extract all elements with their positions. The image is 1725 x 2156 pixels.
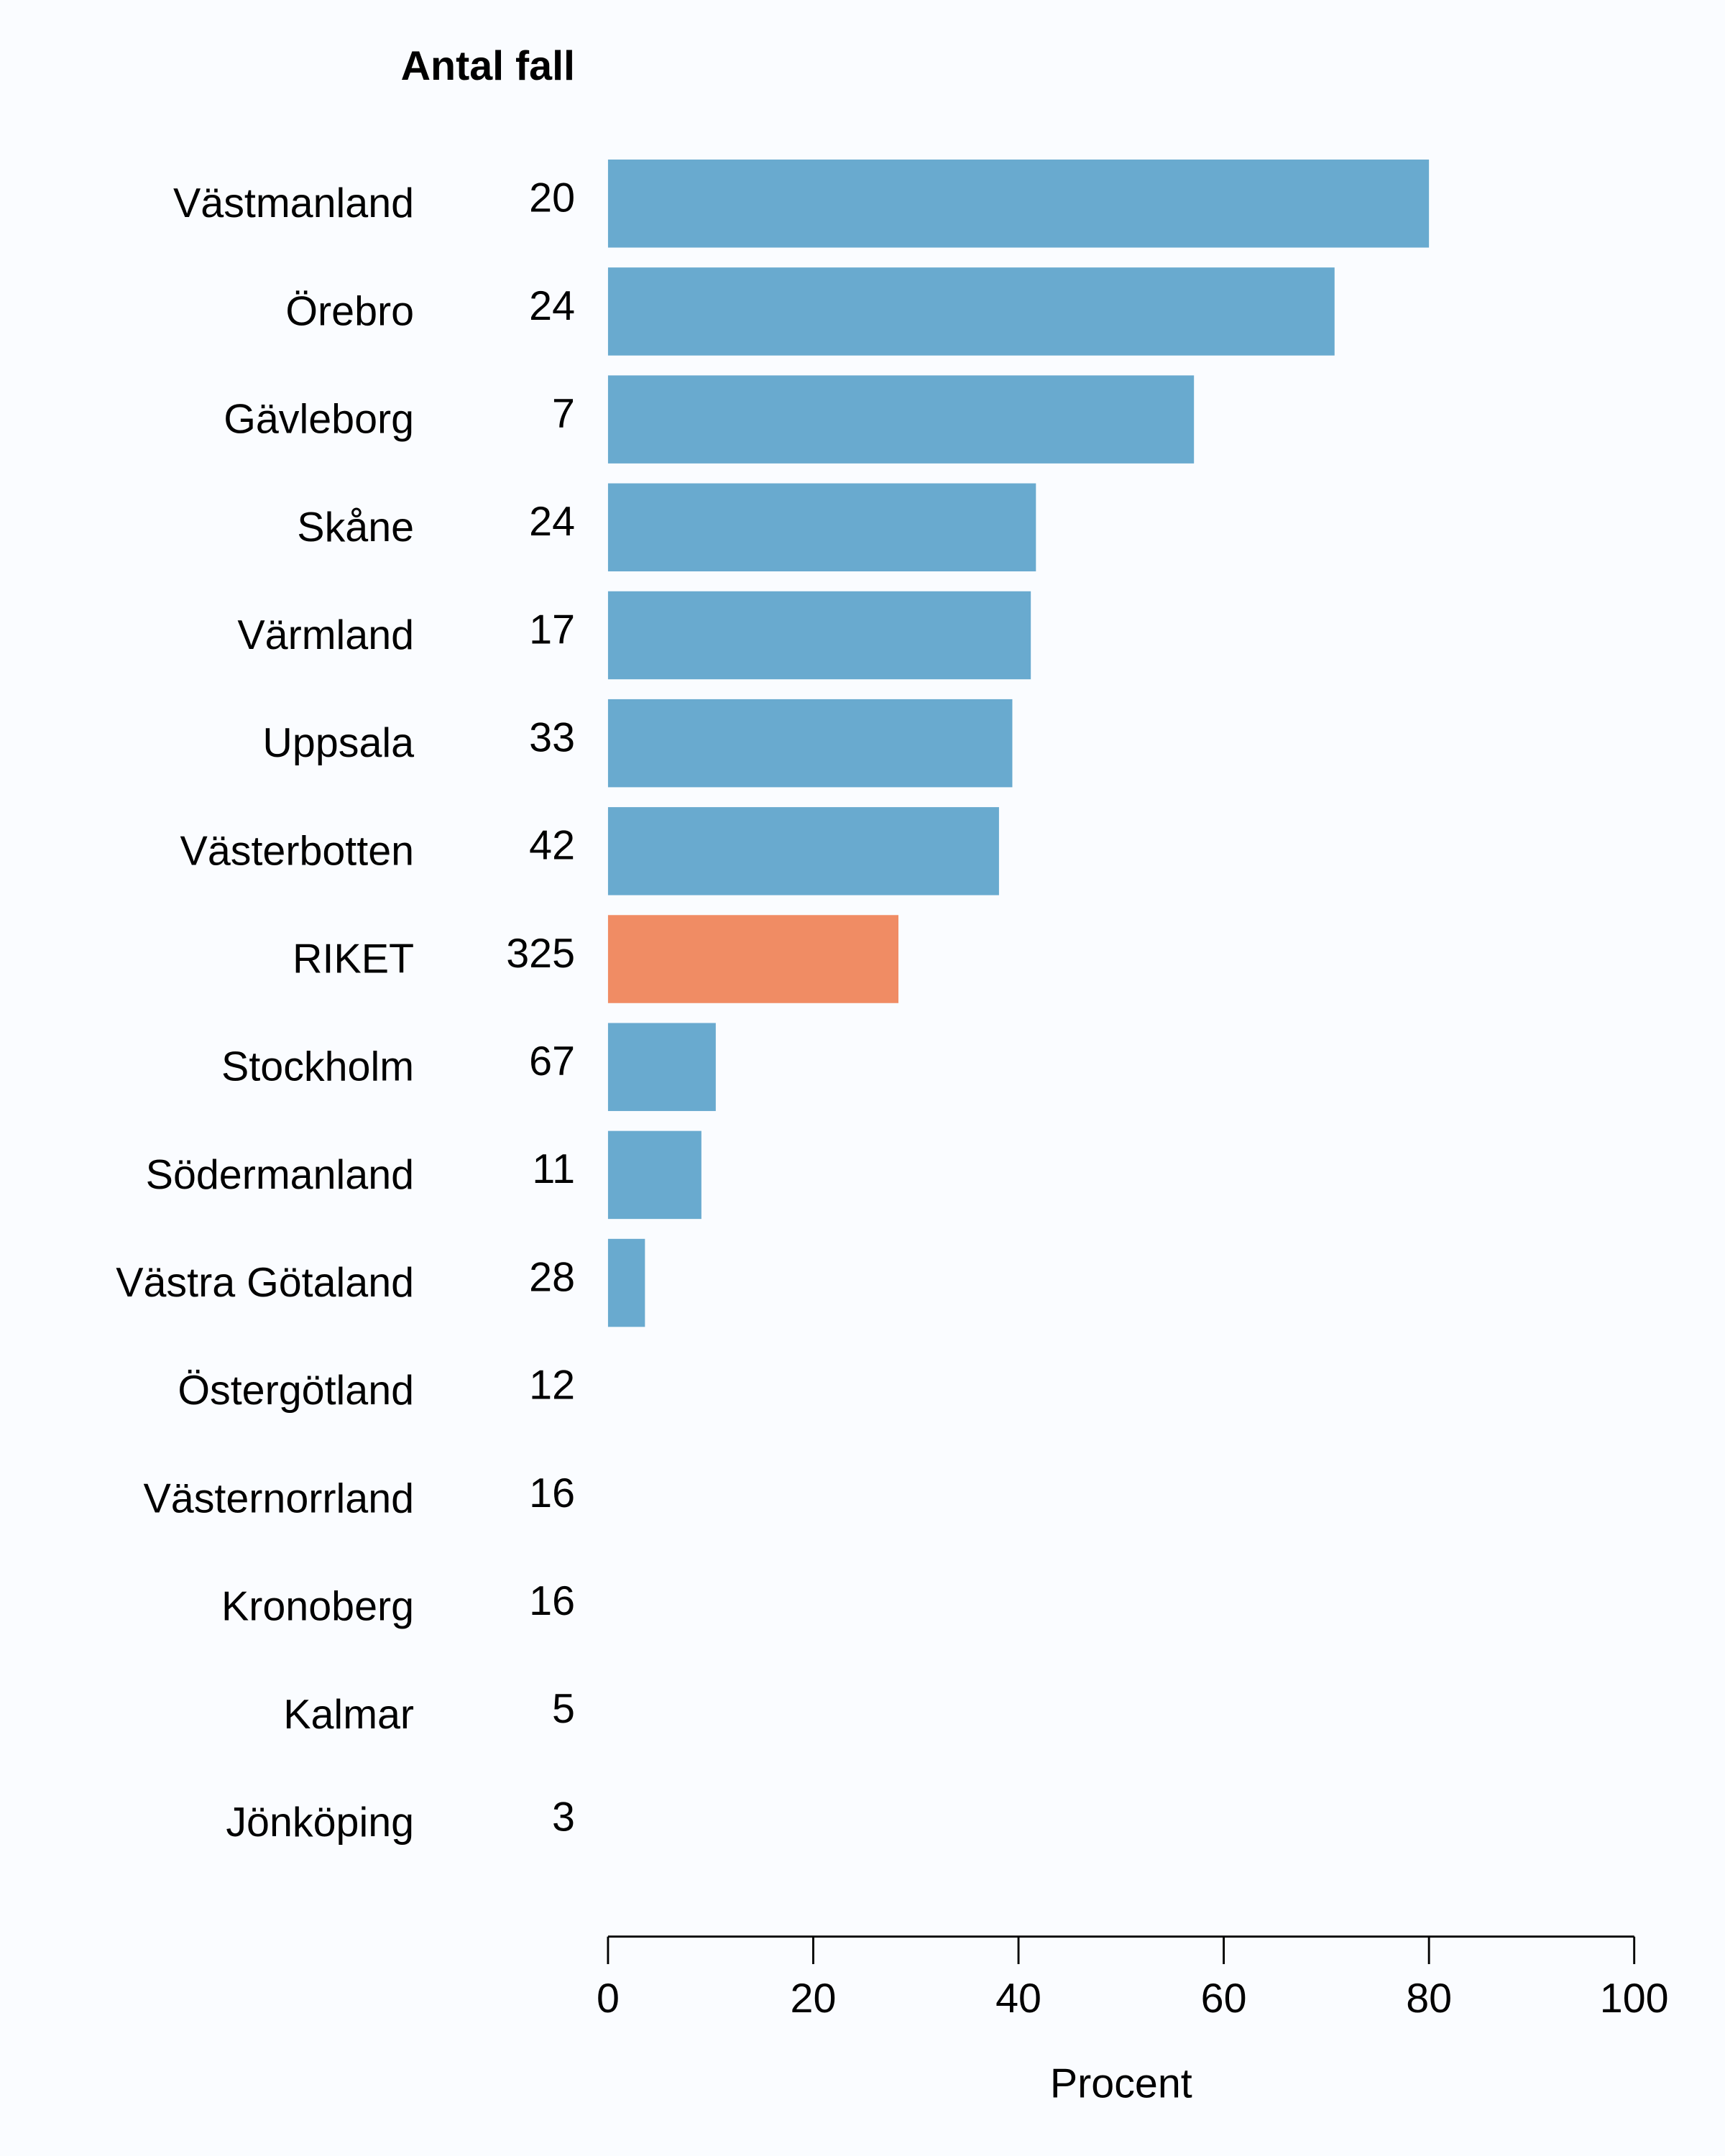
count-label: 28 — [529, 1254, 575, 1300]
count-label: 67 — [529, 1038, 575, 1084]
bar — [607, 915, 898, 1003]
x-tick-label: 100 — [1600, 1976, 1669, 2022]
x-axis-label: Procent — [1050, 2061, 1192, 2107]
x-tick-label: 60 — [1201, 1976, 1247, 2022]
category-label: Värmland — [237, 612, 414, 658]
count-label: 11 — [532, 1146, 575, 1192]
category-label: Västmanland — [173, 180, 414, 226]
category-label: Örebro — [285, 288, 414, 334]
count-label: 24 — [529, 499, 575, 545]
category-label: Södermanland — [146, 1152, 414, 1198]
bar — [607, 267, 1335, 356]
bar — [607, 699, 1013, 788]
bar — [607, 375, 1195, 464]
count-label: 16 — [529, 1470, 575, 1516]
bar — [607, 1238, 645, 1327]
count-label: 24 — [529, 283, 575, 329]
bar — [607, 1130, 702, 1220]
bar — [607, 160, 1430, 248]
count-label: 7 — [552, 391, 575, 437]
x-tick-label: 80 — [1406, 1976, 1452, 2022]
count-label: 33 — [529, 715, 575, 761]
bar — [607, 483, 1036, 572]
count-label: 20 — [529, 175, 575, 221]
category-label: Skåne — [297, 505, 414, 550]
count-label: 17 — [529, 607, 575, 653]
category-label: Gävleborg — [224, 397, 414, 443]
category-label: Jönköping — [226, 1800, 414, 1846]
category-label: Uppsala — [262, 720, 414, 766]
category-label: Östergötland — [178, 1368, 414, 1414]
count-label: 16 — [529, 1578, 575, 1624]
category-label: Kronoberg — [221, 1584, 414, 1630]
x-tick-label: 40 — [995, 1976, 1041, 2022]
category-label: Västerbotten — [180, 828, 415, 874]
bar — [607, 807, 999, 895]
category-label: Västra Götaland — [116, 1260, 414, 1306]
count-label: 3 — [552, 1794, 575, 1840]
x-tick-label: 0 — [597, 1976, 620, 2022]
count-label: 5 — [552, 1686, 575, 1732]
category-label: RIKET — [293, 936, 414, 982]
count-label: 325 — [506, 931, 575, 977]
category-label: Västernorrland — [144, 1475, 415, 1521]
x-tick-label: 20 — [791, 1976, 837, 2022]
count-label: 12 — [529, 1363, 575, 1409]
count-label: 42 — [529, 823, 575, 869]
category-label: Kalmar — [283, 1692, 414, 1738]
bar — [607, 591, 1031, 680]
count-header: Antal fall — [401, 43, 575, 89]
bar — [607, 1023, 716, 1111]
category-label: Stockholm — [221, 1044, 414, 1090]
